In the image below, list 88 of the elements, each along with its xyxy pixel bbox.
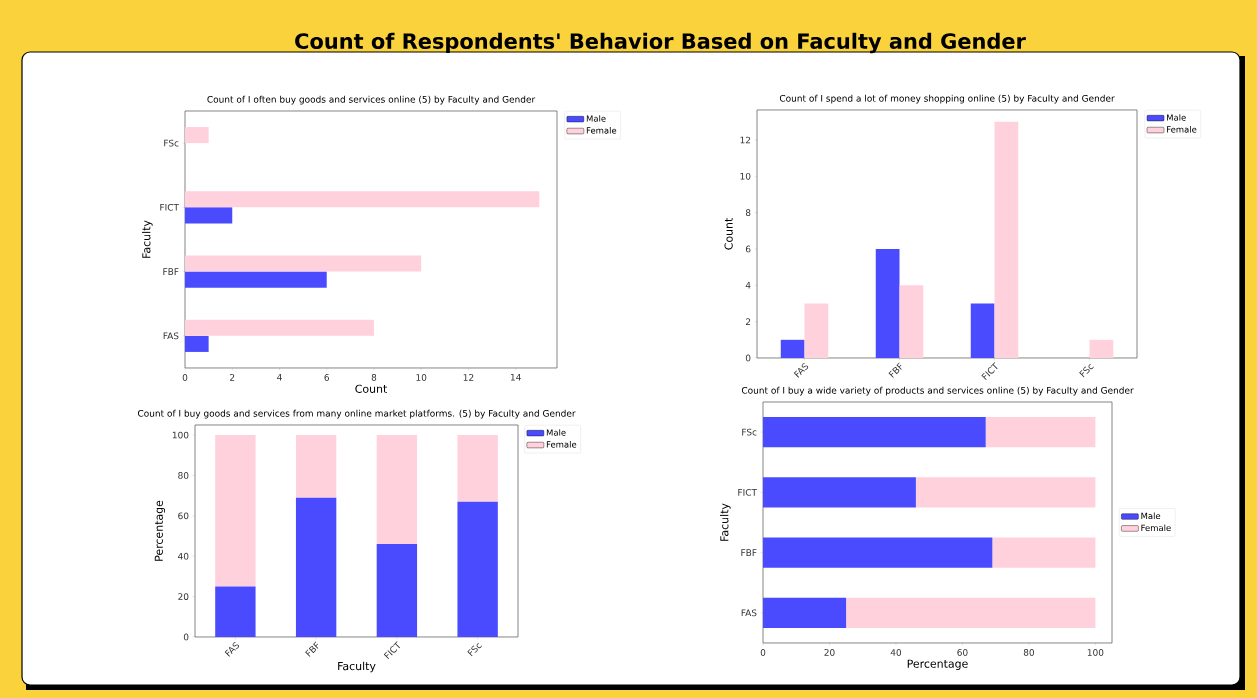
- bar: [376, 544, 418, 637]
- bar: [915, 477, 1096, 508]
- y-tick-label: 0: [183, 633, 189, 641]
- bar: [763, 537, 993, 568]
- chart-title: Count of I buy a wide variety of products and services online (5) by Faculty and Gender: [741, 386, 1134, 396]
- y-tick-label: 20: [178, 593, 189, 600]
- x-axis-title: Faculty: [338, 661, 376, 673]
- y-tick-label: 60: [178, 512, 189, 520]
- x-tick-label: 6: [324, 374, 330, 381]
- legend-label: Male: [586, 115, 606, 122]
- x-tick-label: 12: [463, 374, 474, 381]
- y-tick-label: FSc: [164, 139, 179, 147]
- x-axis-title: Percentage: [907, 659, 968, 670]
- bar: [763, 597, 847, 628]
- bar: [780, 339, 805, 358]
- bar: [376, 435, 418, 545]
- x-tick-label: 8: [371, 374, 377, 381]
- bar: [185, 207, 233, 224]
- bar: [994, 121, 1019, 358]
- chart-title: Count of I spend a lot of money shopping online (5) by Faculty and Gender: [779, 94, 1115, 104]
- bar: [185, 255, 422, 272]
- y-axis-title: Count: [724, 217, 733, 250]
- y-tick-label: 12: [740, 136, 751, 144]
- bar: [295, 435, 337, 498]
- y-tick-label: 10: [740, 172, 751, 180]
- y-axis-title: Faculty: [142, 220, 153, 258]
- legend-label: Female: [1141, 524, 1171, 532]
- bar: [457, 435, 498, 502]
- text: Count of Respondents' Behavior Based on Faculty and Gender: [295, 32, 1026, 54]
- legend-label: Female: [586, 127, 617, 134]
- bar: [804, 303, 829, 358]
- y-axis-title: Percentage: [154, 500, 166, 561]
- bar: [215, 586, 256, 637]
- legend-label: Male: [1167, 114, 1186, 121]
- x-tick-label: 4: [277, 374, 282, 381]
- bar: [970, 303, 995, 358]
- x-tick-label: 0: [760, 649, 766, 656]
- chart-title: Count of I buy goods and services from many online market platforms. (5) by Faculty and Gender: [137, 409, 576, 419]
- y-tick-label: 4: [745, 282, 751, 289]
- bar: [185, 319, 374, 336]
- y-tick-label: 0: [745, 354, 751, 362]
- x-axis-title: Count: [355, 384, 388, 393]
- y-tick-label: FBF: [741, 549, 757, 556]
- y-tick-label: 100: [172, 431, 189, 439]
- x-tick-label: 40: [890, 649, 902, 656]
- y-tick-label: FSc: [742, 428, 757, 436]
- x-tick-label: 10: [416, 374, 427, 381]
- x-tick-label: FSc: [1079, 363, 1094, 378]
- legend-label: Male: [546, 429, 566, 436]
- x-tick-label: FAS: [793, 363, 809, 378]
- y-tick-label: FBF: [163, 268, 179, 275]
- bar: [899, 285, 924, 358]
- bar: [763, 417, 986, 448]
- legend-label: Male: [1141, 512, 1161, 520]
- bar: [457, 501, 498, 637]
- bar: [875, 248, 900, 358]
- bar: [992, 537, 1096, 568]
- bar: [185, 191, 540, 208]
- x-tick-label: 100: [1087, 649, 1104, 656]
- bar: [215, 435, 256, 587]
- legend-label: Female: [546, 441, 577, 448]
- x-tick-label: FAS: [224, 642, 240, 657]
- x-tick-label: 14: [510, 374, 521, 381]
- x-tick-label: 80: [1023, 649, 1035, 656]
- y-tick-label: FAS: [741, 609, 757, 617]
- bar: [185, 335, 209, 352]
- bar: [1089, 339, 1114, 358]
- y-tick-label: FICT: [738, 488, 758, 496]
- bar: [185, 271, 327, 288]
- y-tick-label: 6: [745, 245, 751, 253]
- y-tick-label: 2: [745, 318, 751, 325]
- bar: [763, 477, 916, 508]
- y-axis-title: Faculty: [720, 503, 731, 541]
- bar: [295, 497, 337, 637]
- y-tick-label: 80: [178, 472, 189, 479]
- chart-title: Count of I often buy goods and services online (5) by Faculty and Gender: [207, 95, 536, 105]
- legend-label: Female: [1167, 126, 1197, 133]
- y-tick-label: FAS: [163, 332, 179, 340]
- bar: [985, 417, 1096, 448]
- x-tick-label: 20: [824, 649, 835, 656]
- y-tick-label: FICT: [160, 203, 180, 211]
- bar: [185, 127, 209, 144]
- y-tick-label: 8: [745, 209, 751, 217]
- x-tick-label: 60: [957, 649, 968, 656]
- x-tick-label: FSc: [467, 642, 482, 657]
- y-tick-label: 40: [178, 552, 189, 560]
- x-tick-label: 2: [230, 374, 235, 381]
- bar: [846, 597, 1096, 628]
